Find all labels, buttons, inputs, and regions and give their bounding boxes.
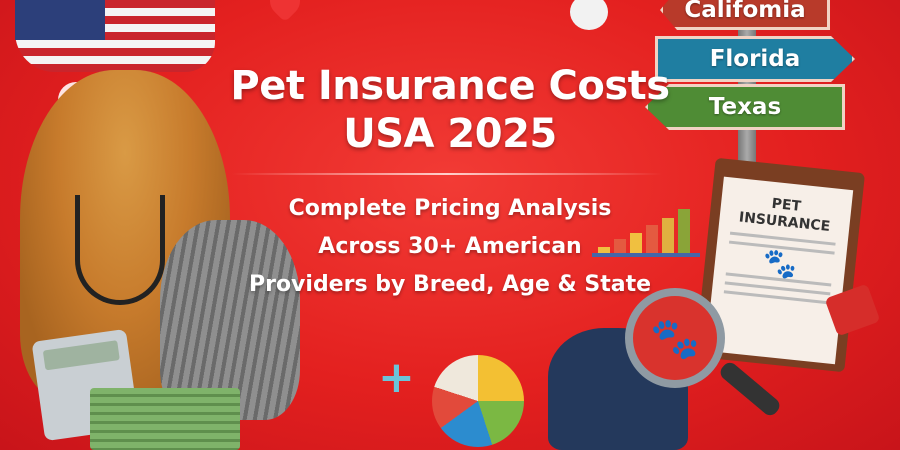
medical-badge-icon [570,0,608,30]
subtitle: Complete Pricing Analysis Across 30+ Ame… [210,190,690,304]
sign-texas: Texas [645,84,845,130]
divider [232,173,662,175]
sign-label: Califomia [684,0,806,23]
tabby-cat-image [160,220,300,420]
cash-stack-icon [90,388,240,450]
sign-florida: Florida [655,36,855,82]
stethoscope-icon [75,195,165,305]
magnifying-glass-handle [717,359,783,419]
pie-chart-icon [432,355,524,447]
sign-california: Califomia [660,0,830,30]
heart-icon [263,0,307,23]
magnifying-glass-paw-icon: 🐾 [625,288,725,388]
page-title: Pet Insurance Costs USA 2025 [200,62,700,158]
plus-icon: + [378,352,415,403]
subtitle-line-1: Complete Pricing Analysis [288,196,612,221]
subtitle-line-3: Providers by Breed, Age & State [248,272,652,297]
sign-label: Texas [708,94,782,120]
title-line-2: USA 2025 [343,111,557,157]
growth-bar-chart-icon [592,205,702,257]
subtitle-line-2: Across 30+ American [318,234,582,259]
us-flag-map-icon [15,0,215,72]
title-line-1: Pet Insurance Costs [230,63,670,109]
sign-label: Florida [709,46,801,72]
